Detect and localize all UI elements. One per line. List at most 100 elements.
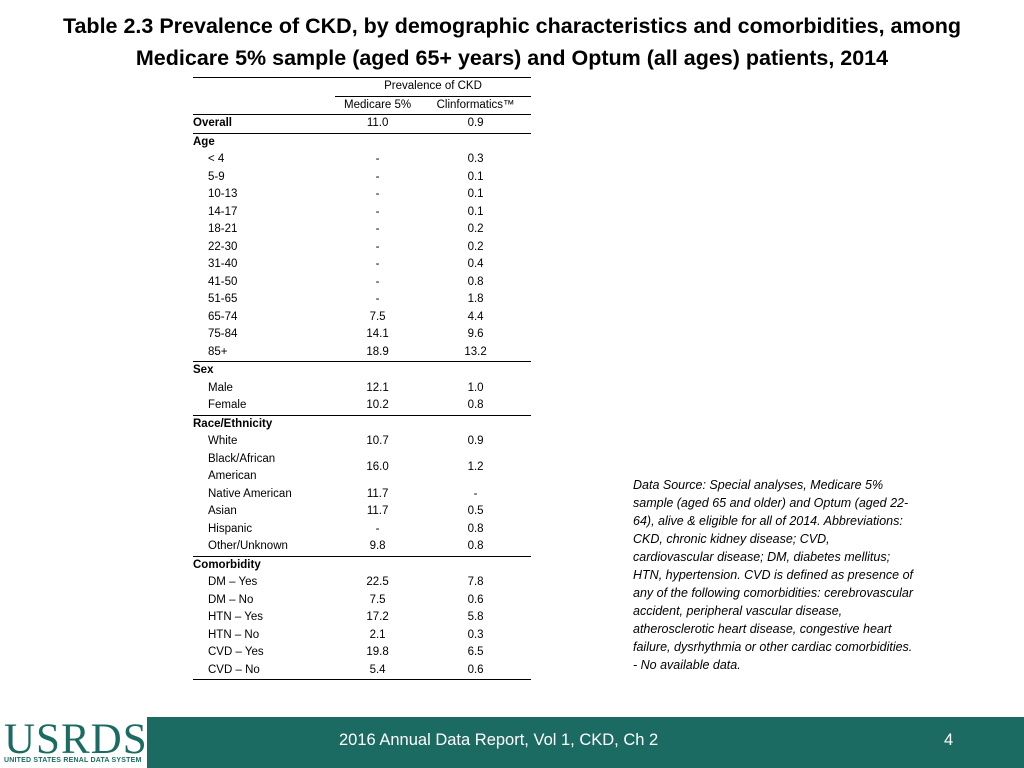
row-label: Female [193,397,335,416]
row-label: DM – No [208,593,254,606]
section-header-row: Race/Ethnicity [193,415,531,433]
row-label-line-2: American [208,470,257,482]
table-column-header-row: Medicare 5% Clinformatics™ [193,96,531,115]
section-age: Age < 4-0.3 5-9-0.1 10-13-0.1 14-17-0.1 … [193,133,531,362]
row-label: CVD – Yes [208,646,264,658]
row-label-line-1: Black/African [208,452,276,465]
section-label: Comorbidity [193,558,261,571]
table-row: 5-9 - 0.1 [193,169,531,187]
row-label: Other/Unknown [193,538,335,557]
row-label: 18-21 [208,223,238,235]
cell-clinformatics: 9.6 [467,328,484,340]
table-row: CVD – No 5.4 0.6 [193,661,531,680]
row-label: Asian [208,505,237,517]
cell-clinformatics: 0.1 [467,205,484,218]
table-row: DM – Yes 22.5 7.8 [193,574,531,592]
footer-bar: USRDS UNITED STATES RENAL DATA SYSTEM 20… [0,717,1024,768]
usrds-logo: USRDS UNITED STATES RENAL DATA SYSTEM [0,717,147,768]
section-header-row: Sex [193,362,531,380]
cell-clinformatics: 0.3 [467,153,484,165]
section-race: Race/Ethnicity White 10.7 0.9 Black/Africa… [193,415,531,557]
row-label: Hispanic [208,522,253,535]
section-label: Age [193,135,215,148]
row-label: Black/African American [193,451,335,486]
row-label: 22-30 [208,240,238,253]
cell-medicare: 7.5 [369,310,386,323]
cell-clinformatics: 7.8 [467,576,484,588]
row-label: DM – Yes [208,576,258,588]
table-row: < 4 - 0.3 [193,151,531,169]
table-row: Female 10.2 0.8 [193,397,531,416]
section-comorbidity: Comorbidity DM – Yes 22.5 7.8 DM – No 7.5 0.… [193,556,531,680]
cell-medicare: - [375,188,380,200]
row-label: Native American [208,487,292,500]
cell-medicare: 16.0 [366,461,389,474]
cell-medicare: 19.8 [366,646,389,658]
table-row: 41-50 - 0.8 [193,274,531,292]
cell-clinformatics: 0.6 [467,593,484,606]
cell-medicare: 7.5 [369,593,386,606]
header-group: Prevalence of CKD [335,77,531,97]
cell-clinformatics: - [473,487,478,500]
cell-medicare: - [375,240,380,253]
section-label: Race/Ethnicity [193,417,273,430]
prevalence-table: Prevalence of CKD Medicare 5% Clinformat… [193,77,531,680]
row-label: 14-17 [208,205,238,218]
cell-medicare: 11.7 [366,487,389,500]
cell-medicare: - [375,223,380,235]
notes-text: Data Source: Special analyses, Medicare … [633,478,913,654]
report-reference: 2016 Annual Data Report, Vol 1, CKD, Ch … [339,731,659,749]
logo-subtitle: UNITED STATES RENAL DATA SYSTEM [4,757,142,764]
cell-medicare: - [375,522,380,535]
cell-medicare: 10.2 [335,397,421,416]
row-label: 65-74 [208,310,238,323]
cell-medicare: 11.0 [335,114,421,134]
cell-clinformatics: 5.8 [467,611,484,623]
table-header-row: Prevalence of CKD [193,77,531,97]
cell-medicare: - [375,205,380,218]
cell-clinformatics: 0.2 [467,240,484,253]
cell-clinformatics: 0.6 [420,661,531,680]
row-label: 41-50 [208,275,238,288]
cell-medicare: 14.1 [366,328,389,340]
row-label: < 4 [208,153,225,165]
cell-medicare: - [375,170,380,183]
table-row: DM – No 7.5 0.6 [193,592,531,610]
row-label: 51-65 [208,293,238,305]
section-label: Sex [193,364,214,376]
row-label: 85+ [193,343,335,362]
cell-clinformatics: 0.3 [467,628,484,641]
table-row: 75-84 14.1 9.6 [193,326,531,344]
section-header-row: Age [193,133,531,151]
cell-clinformatics: 0.1 [467,188,484,200]
row-label: White [208,435,238,447]
table-row: Hispanic - 0.8 [193,521,531,539]
data-source-notes: Data Source: Special analyses, Medicare … [633,476,913,674]
row-label: CVD – No [193,661,335,680]
cell-medicare: 17.2 [366,611,389,623]
cell-clinformatics: 0.8 [420,397,531,416]
cell-medicare: 18.9 [335,343,421,362]
cell-medicare: - [375,293,380,305]
table-row: Other/Unknown 9.8 0.8 [193,538,531,557]
cell-clinformatics: 4.4 [467,310,484,323]
table-row: CVD – Yes 19.8 6.5 [193,644,531,662]
cell-medicare: 12.1 [366,381,389,394]
col-header-medicare: Medicare 5% [335,96,421,115]
cell-clinformatics: 1.8 [467,293,484,305]
table-row: 22-30 - 0.2 [193,239,531,257]
section-header-row: Comorbidity [193,556,531,574]
cell-clinformatics: 0.4 [467,258,484,270]
cell-medicare: 2.1 [369,628,386,641]
notes-no-data: - No available data. [633,658,741,672]
cell-medicare: - [375,258,380,270]
table-row: 31-40 - 0.4 [193,256,531,274]
row-label: 5-9 [208,170,225,183]
table-row: Male 12.1 1.0 [193,380,531,398]
table-row: HTN – No 2.1 0.3 [193,627,531,645]
row-label: HTN – No [208,628,260,641]
cell-clinformatics: 6.5 [467,646,484,658]
row-label: Overall [193,114,335,134]
page-number: 4 [944,731,954,749]
cell-clinformatics: 0.8 [420,538,531,557]
